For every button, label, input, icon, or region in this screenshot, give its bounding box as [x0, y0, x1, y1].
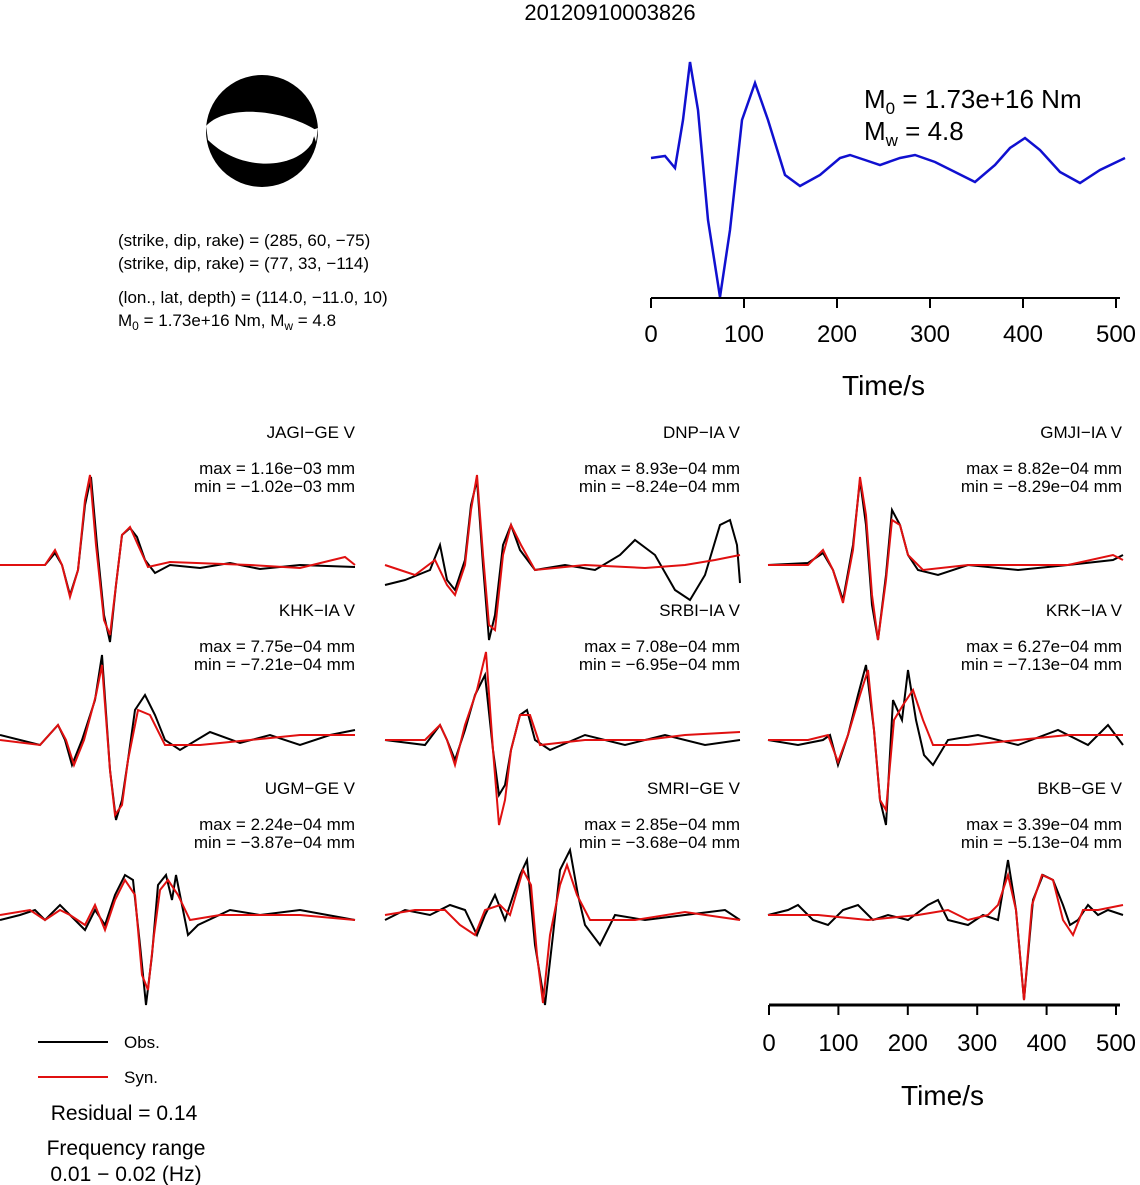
x-tick-label: 500	[1096, 321, 1136, 348]
waveform	[767, 476, 1124, 641]
moment-part: = 1.73e+16 Nm, M	[139, 311, 285, 330]
plane-2: (strike, dip, rake) = (77, 33, −114)	[118, 254, 369, 273]
stf-labels: M0 = 1.73e+16 Nm Mw = 4.8	[864, 84, 1082, 150]
station-name: KHK−IA V	[279, 601, 356, 620]
waveform	[0, 872, 356, 1006]
x-tick-label: 0	[644, 321, 657, 348]
station-name: UGM−GE V	[265, 779, 356, 798]
moment: M0 = 1.73e+16 Nm, Mw = 4.8	[118, 311, 336, 333]
waveform	[384, 651, 741, 826]
stf-mag-part: M	[864, 116, 886, 146]
station-min: min = −1.02e−03 mm	[194, 477, 355, 496]
station-min: min = −8.29e−04 mm	[961, 477, 1122, 496]
stf-moment-part: = 1.73e+16 Nm	[895, 84, 1081, 114]
station-min: min = −3.87e−04 mm	[194, 833, 355, 852]
legend-label: Syn.	[124, 1068, 158, 1087]
station-max: max = 7.08e−04 mm	[584, 637, 740, 656]
station-name: KRK−IA V	[1046, 601, 1123, 620]
waveform	[767, 664, 1124, 826]
beachball	[206, 75, 318, 187]
station-max: max = 7.75e−04 mm	[199, 637, 355, 656]
station-max: max = 3.39e−04 mm	[966, 815, 1122, 834]
station-max: max = 8.82e−04 mm	[966, 459, 1122, 478]
x-tick-label: 400	[1027, 1030, 1067, 1057]
moment-sub: 0	[132, 319, 139, 333]
station-max: max = 2.85e−04 mm	[584, 815, 740, 834]
station-min: min = −7.13e−04 mm	[961, 655, 1122, 674]
x-tick-label: 300	[957, 1030, 997, 1057]
residual: Residual = 0.14	[51, 1102, 198, 1125]
mechanism-info: (strike, dip, rake) = (285, 60, −75) (st…	[118, 231, 388, 333]
source-time-function	[650, 61, 1126, 298]
plane-1: (strike, dip, rake) = (285, 60, −75)	[118, 231, 370, 250]
x-axis-title: Time/s	[901, 1080, 984, 1111]
station-name: DNP−IA V	[663, 423, 741, 442]
station-max: max = 2.24e−04 mm	[199, 815, 355, 834]
station-max: max = 1.16e−03 mm	[199, 459, 355, 478]
waveform	[767, 859, 1124, 1001]
stf-moment: M0 = 1.73e+16 Nm	[864, 84, 1082, 118]
legend-label: Obs.	[124, 1033, 160, 1052]
station-min: min = −6.95e−04 mm	[579, 655, 740, 674]
x-tick-label: 0	[762, 1030, 775, 1057]
moment-part: = 4.8	[293, 311, 336, 330]
stf-magnitude: Mw = 4.8	[864, 116, 964, 150]
waveform	[384, 474, 741, 641]
x-tick-label: 200	[817, 321, 857, 348]
station-name: BKB−GE V	[1037, 779, 1122, 798]
title: 20120910003826	[524, 0, 695, 25]
station-max: max = 8.93e−04 mm	[584, 459, 740, 478]
stf-mag-sub: w	[885, 131, 899, 150]
moment-sub: w	[283, 319, 293, 333]
x-tick-label: 200	[888, 1030, 928, 1057]
x-axis-title: Time/s	[842, 370, 925, 401]
station-min: min = −7.21e−04 mm	[194, 655, 355, 674]
x-tick-label: 500	[1096, 1030, 1136, 1057]
station-min: min = −3.68e−04 mm	[579, 833, 740, 852]
stf-moment-part: M	[864, 84, 886, 114]
stf-moment-sub: 0	[886, 99, 895, 118]
station-max: max = 6.27e−04 mm	[966, 637, 1122, 656]
frequency-range: 0.01 − 0.02 (Hz)	[50, 1163, 201, 1185]
x-tick-label: 100	[818, 1030, 858, 1057]
waveform	[0, 654, 356, 821]
station-min: min = −5.13e−04 mm	[961, 833, 1122, 852]
x-tick-label: 400	[1003, 321, 1043, 348]
x-tick-label: 300	[910, 321, 950, 348]
moment-part: M	[118, 311, 132, 330]
x-tick-label: 100	[724, 321, 764, 348]
station-name: GMJI−IA V	[1040, 423, 1122, 442]
stf-mag-part: = 4.8	[898, 116, 964, 146]
frequency-label: Frequency range	[47, 1137, 206, 1160]
station-min: min = −8.24e−04 mm	[579, 477, 740, 496]
waveform	[384, 846, 741, 1006]
station-name: JAGI−GE V	[267, 423, 356, 442]
waveform-panels	[0, 474, 1124, 1006]
location: (lon., lat, depth) = (114.0, −11.0, 10)	[118, 288, 388, 307]
station-name: SMRI−GE V	[647, 779, 741, 798]
waveform	[0, 474, 356, 643]
station-name: SRBI−IA V	[659, 601, 740, 620]
legend: Obs. Syn.	[38, 1033, 160, 1087]
